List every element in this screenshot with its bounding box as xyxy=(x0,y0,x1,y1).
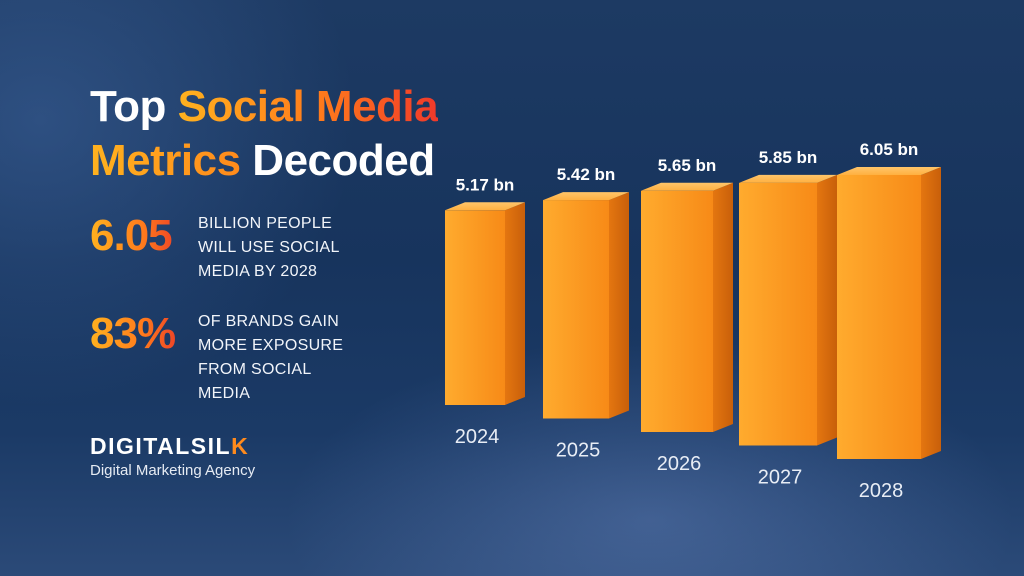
x-tick-label: 2025 xyxy=(556,440,601,462)
brand-name-accent: K xyxy=(231,433,250,459)
title-accent: Social Media xyxy=(177,82,439,131)
stat-line: MORE EXPOSURE xyxy=(198,337,344,354)
stat-line: MEDIA xyxy=(198,385,251,402)
stat-line: OF BRANDS GAIN xyxy=(198,313,340,330)
bar xyxy=(837,175,921,459)
bar xyxy=(543,200,609,419)
stat-description: BILLION PEOPLE WILL USE SOCIAL MEDIA BY … xyxy=(198,212,340,284)
bar-2024: 5.17 bn 2024 xyxy=(445,175,525,448)
data-label: 5.17 bn xyxy=(456,175,515,194)
x-tick-label: 2027 xyxy=(758,467,803,489)
bar-side xyxy=(921,167,941,459)
x-tick-label: 2028 xyxy=(859,480,904,502)
bar-2027: 5.85 bn 2027 xyxy=(739,148,837,489)
bar-side xyxy=(713,182,733,432)
stat-description: OF BRANDS GAIN MORE EXPOSURE FROM SOCIAL… xyxy=(198,310,343,406)
brand-tagline: Digital Marketing Agency xyxy=(90,462,256,479)
bar xyxy=(445,210,505,405)
bar-top xyxy=(641,182,733,191)
bar-top xyxy=(445,202,525,211)
title-part: Decoded xyxy=(240,136,435,185)
bar-top xyxy=(837,167,941,175)
stat-value: 6.05 xyxy=(90,212,186,260)
stat-social-users: 6.05 BILLION PEOPLE WILL USE SOCIAL MEDI… xyxy=(90,212,340,284)
bar-2028: 6.05 bn 2028 xyxy=(837,140,941,502)
bar xyxy=(739,182,817,446)
bar-side xyxy=(609,192,629,419)
bar-top xyxy=(543,192,629,201)
bar-side xyxy=(817,174,837,446)
brand-name: DIGITALSIL xyxy=(90,433,232,459)
title-accent: Metrics xyxy=(90,136,241,185)
data-label: 5.85 bn xyxy=(759,148,818,167)
stat-line: FROM SOCIAL xyxy=(198,361,312,378)
data-label: 6.05 bn xyxy=(860,140,919,159)
bar-side xyxy=(505,202,525,405)
stat-brand-exposure: 83% OF BRANDS GAIN MORE EXPOSURE FROM SO… xyxy=(90,310,343,406)
bar-2025: 5.42 bn 2025 xyxy=(543,165,629,462)
data-label: 5.65 bn xyxy=(658,156,717,175)
x-tick-label: 2026 xyxy=(657,453,702,475)
stat-line: BILLION PEOPLE xyxy=(198,215,333,232)
x-tick-label: 2024 xyxy=(455,426,500,448)
page-title: Top Social Media Metrics Decoded xyxy=(90,80,439,188)
brand-logo: DIGITALSILK Digital Marketing Agency xyxy=(90,432,255,482)
stat-line: MEDIA BY 2028 xyxy=(198,263,318,280)
stat-value: 83% xyxy=(90,310,186,358)
data-label: 5.42 bn xyxy=(557,165,616,184)
bar-top xyxy=(739,174,837,183)
bar xyxy=(641,190,713,432)
stat-line: WILL USE SOCIAL xyxy=(198,239,340,256)
title-part: Top xyxy=(90,82,178,131)
bar-2026: 5.65 bn 2026 xyxy=(641,156,733,475)
brand-wordmark: DIGITALSILK xyxy=(90,432,255,460)
